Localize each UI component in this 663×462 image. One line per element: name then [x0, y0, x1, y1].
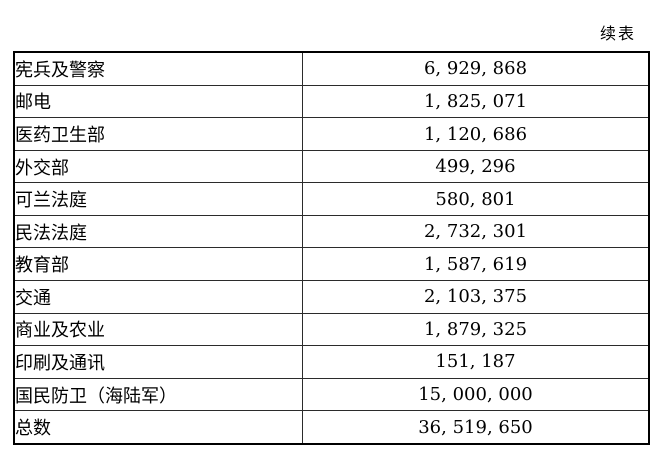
amount-cell: 580, 801 [302, 182, 650, 216]
table-row: 邮电 1, 825, 071 [13, 84, 650, 119]
category-cell: 印刷及通讯 [13, 345, 303, 379]
amount-cell: 1, 825, 071 [302, 84, 650, 119]
budget-table: 宪兵及警察 6, 929, 868 邮电 1, 825, 071 医药卫生部 1… [13, 51, 650, 445]
table-row: 教育部 1, 587, 619 [13, 247, 650, 282]
amount-cell: 36, 519, 650 [302, 410, 650, 445]
amount-cell: 151, 187 [302, 345, 650, 379]
amount-cell: 2, 732, 301 [302, 214, 650, 249]
amount-cell: 1, 120, 686 [302, 117, 650, 151]
amount-cell: 2, 103, 375 [302, 280, 650, 314]
amount-cell: 1, 879, 325 [302, 312, 650, 347]
category-cell: 宪兵及警察 [13, 51, 303, 86]
table-row: 可兰法庭 580, 801 [13, 182, 650, 216]
category-cell: 教育部 [13, 247, 303, 282]
category-cell: 交通 [13, 280, 303, 314]
table-row: 宪兵及警察 6, 929, 868 [13, 51, 650, 86]
category-cell: 商业及农业 [13, 312, 303, 347]
table-row: 国民防卫（海陆军） 15, 000, 000 [13, 377, 650, 412]
continued-table-label: 续表 [599, 24, 636, 43]
table-row: 总数 36, 519, 650 [13, 410, 650, 445]
category-cell: 医药卫生部 [13, 117, 303, 151]
amount-cell: 1, 587, 619 [302, 247, 650, 282]
category-cell: 邮电 [13, 84, 303, 119]
amount-cell: 6, 929, 868 [302, 51, 650, 86]
category-cell: 国民防卫（海陆军） [13, 377, 303, 412]
category-cell: 可兰法庭 [13, 182, 303, 216]
table-row: 民法法庭 2, 732, 301 [13, 214, 650, 249]
table-row: 商业及农业 1, 879, 325 [13, 312, 650, 347]
table-row: 外交部 499, 296 [13, 149, 650, 184]
budget-table-body: 宪兵及警察 6, 929, 868 邮电 1, 825, 071 医药卫生部 1… [13, 51, 650, 445]
table-row: 交通 2, 103, 375 [13, 280, 650, 314]
category-cell: 总数 [13, 410, 303, 445]
amount-cell: 499, 296 [302, 149, 650, 184]
category-cell: 外交部 [13, 149, 303, 184]
amount-cell: 15, 000, 000 [302, 377, 650, 412]
table-row: 医药卫生部 1, 120, 686 [13, 117, 650, 151]
category-cell: 民法法庭 [13, 214, 303, 249]
table-row: 印刷及通讯 151, 187 [13, 345, 650, 379]
